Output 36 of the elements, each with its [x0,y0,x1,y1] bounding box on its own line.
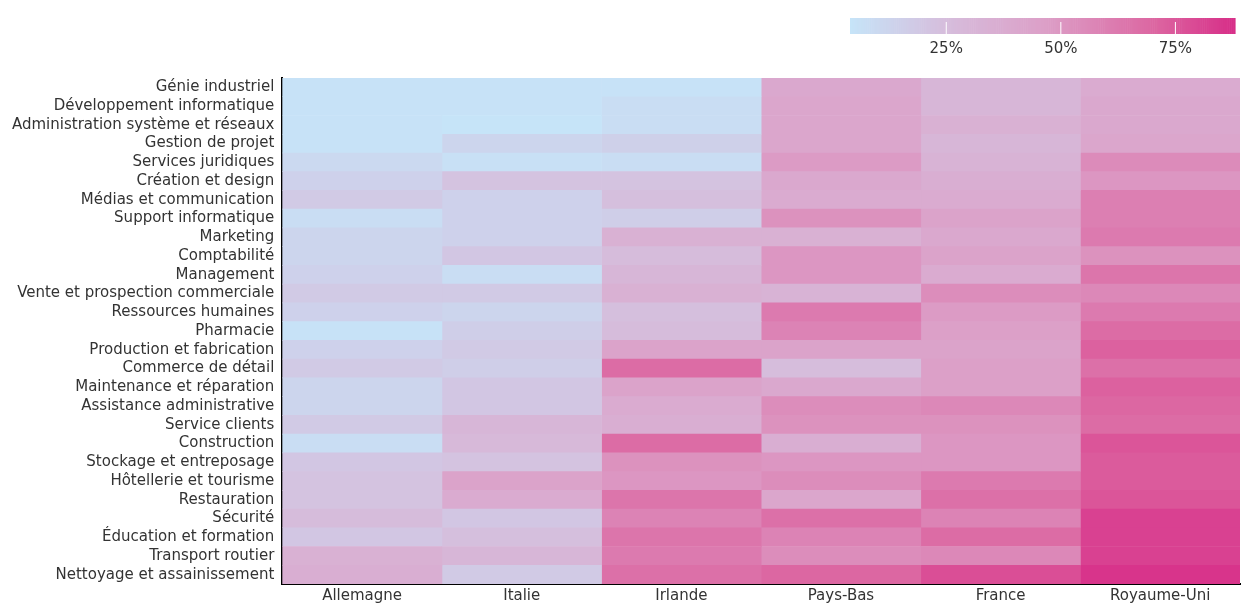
x-tick-label: Allemagne [322,585,403,604]
y-tick-label: Maintenance et réparation [75,377,275,396]
y-tick-label: Hôtellerie et tourisme [110,470,275,489]
color-bar-label: 50% [1044,39,1078,58]
y-tick-label: Services juridiques [132,152,275,171]
y-tick-label: Production et fabrication [89,339,275,358]
y-tick-label: Sécurité [212,508,275,527]
y-tick-label: Ressources humaines [111,302,275,321]
y-tick-label: Support informatique [114,208,275,227]
y-tick-label: Restauration [178,489,275,508]
y-tick-label: Comptabilité [178,245,275,264]
x-tick-label: Pays-Bas [807,585,875,604]
y-tick-label: Création et design [136,170,275,189]
x-tick-label: Irlande [655,585,708,604]
x-tick-label: France [975,585,1026,604]
x-tick-label: Royaume-Uni [1109,585,1211,604]
y-tick-label: Pharmacie [195,320,275,339]
y-tick-label: Administration système et réseaux [11,114,275,133]
y-tick-label: Médias et communication [80,189,275,208]
y-tick-label: Marketing [199,227,275,246]
color-bar-label: 25% [929,39,963,58]
y-tick-label: Construction [178,433,275,452]
y-tick-label: Vente et prospection commerciale [17,283,275,302]
y-tick-label: Développement informatique [53,96,275,114]
y-tick-label: Nettoyage et assainissement [55,564,275,583]
y-tick-label: Transport routier [148,545,276,564]
color-bar-label: 75% [1158,39,1193,58]
y-tick-label: Service clients [165,414,275,433]
y-tick-label: Stockage et entreposage [86,452,275,471]
y-tick-label: Assistance administrative [81,395,275,414]
y-tick-label: Management [175,264,275,283]
y-tick-label: Génie industriel [155,77,275,96]
x-tick-label: Italie [503,585,541,604]
y-tick-label: Éducation et formation [102,526,275,546]
y-tick-label: Gestion de projet [144,133,275,152]
y-tick-label: Commerce de détail [122,358,275,377]
